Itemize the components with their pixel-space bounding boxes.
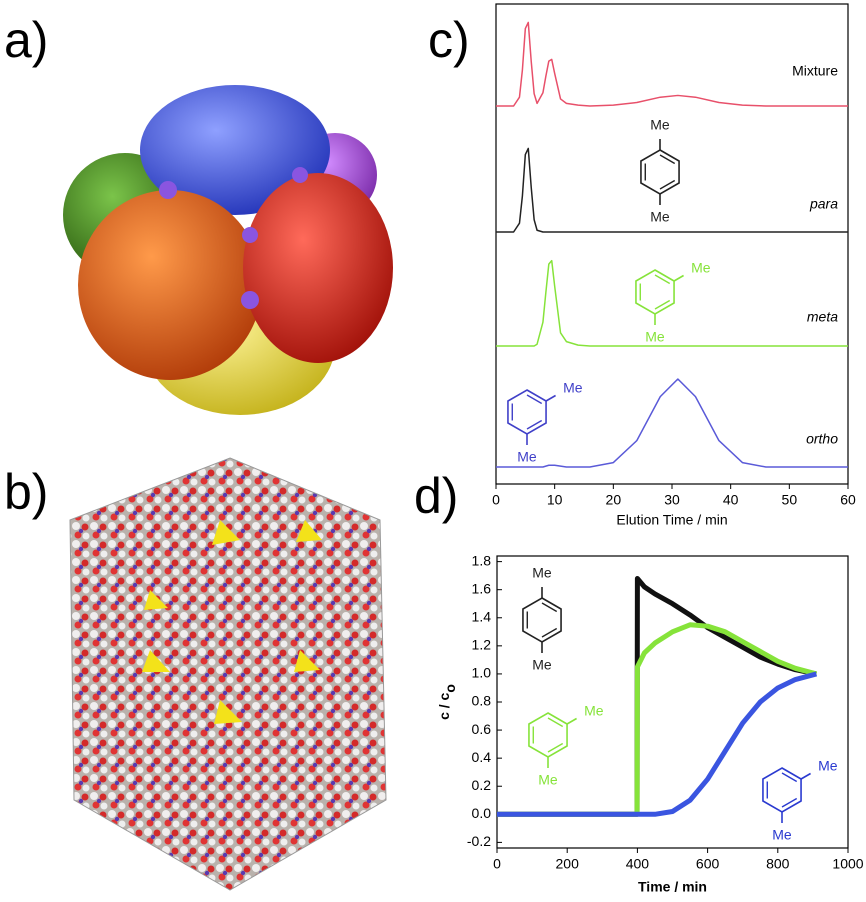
methyl-bond xyxy=(566,717,577,725)
x-tick-label: 10 xyxy=(547,492,563,508)
double-bond xyxy=(526,419,543,430)
y-tick-label: 1.4 xyxy=(472,608,492,624)
benzene-ring xyxy=(635,269,675,315)
y-axis-label-main: c / c xyxy=(436,692,452,719)
methyl-label: Me xyxy=(517,449,537,465)
panel-label: b) xyxy=(4,464,48,520)
methyl-label: Me xyxy=(818,758,838,774)
panel-label: a) xyxy=(4,12,48,68)
methyl-label: Me xyxy=(645,329,665,345)
series-label: meta xyxy=(807,309,838,325)
double-bond xyxy=(541,602,558,613)
methyl-label: Me xyxy=(538,772,558,788)
double-bond xyxy=(659,154,676,165)
benzene-ring xyxy=(507,389,547,435)
y-tick-label: 0.0 xyxy=(472,805,492,821)
double-bond xyxy=(541,627,558,638)
panel-label: d) xyxy=(414,468,458,524)
double-bond xyxy=(654,274,671,285)
benzene-ring xyxy=(762,767,802,813)
methyl-label: Me xyxy=(650,209,670,225)
series-label: Mixture xyxy=(792,63,838,79)
x-tick-label: 400 xyxy=(626,856,650,872)
methyl-label: Me xyxy=(563,380,583,396)
methyl-label: Me xyxy=(772,827,792,843)
cage-model xyxy=(63,85,393,415)
x-axis-label: Elution Time / min xyxy=(616,512,727,528)
x-tick-label: 600 xyxy=(696,856,720,872)
x-tick-label: 60 xyxy=(840,492,856,508)
x-tick-label: 0 xyxy=(493,856,501,872)
y-tick-label: 1.2 xyxy=(472,637,492,653)
y-tick-label: 0.2 xyxy=(472,777,492,793)
y-axis-label: c / co xyxy=(436,684,458,720)
double-bond xyxy=(547,742,564,753)
methyl-label: Me xyxy=(532,565,552,581)
series-line xyxy=(496,259,848,347)
double-bond xyxy=(781,772,798,783)
series-label: para xyxy=(809,196,838,212)
methyl-label: Me xyxy=(691,260,711,276)
y-axis-label-sub: o xyxy=(442,684,458,693)
series-line xyxy=(497,671,818,817)
series-label: ortho xyxy=(806,431,838,447)
double-bond xyxy=(659,179,676,190)
methyl-bond xyxy=(545,394,556,402)
benzene-ring xyxy=(640,149,680,195)
double-bond xyxy=(526,394,543,405)
x-tick-label: 20 xyxy=(606,492,622,508)
y-tick-label: 1.0 xyxy=(472,665,492,681)
framework-model xyxy=(69,457,387,891)
methyl-label: Me xyxy=(650,117,670,133)
benzene-ring xyxy=(528,712,568,758)
double-bond xyxy=(654,299,671,310)
y-tick-label: 0.6 xyxy=(472,721,492,737)
x-axis-label: Time / min xyxy=(638,879,707,895)
series-line xyxy=(496,147,848,233)
x-tick-label: 0 xyxy=(492,492,500,508)
double-bond xyxy=(547,717,564,728)
x-tick-label: 40 xyxy=(723,492,739,508)
y-tick-label: 0.8 xyxy=(472,693,492,709)
x-tick-label: 800 xyxy=(766,856,790,872)
x-tick-label: 200 xyxy=(556,856,580,872)
x-tick-label: 30 xyxy=(664,492,680,508)
benzene-ring xyxy=(522,597,562,643)
y-tick-label: 1.6 xyxy=(472,580,492,596)
methyl-label: Me xyxy=(584,703,604,719)
y-tick-label: 1.8 xyxy=(472,552,492,568)
series-line xyxy=(496,21,848,107)
methyl-label: Me xyxy=(532,657,552,673)
series-line xyxy=(496,378,848,468)
y-tick-label: 0.4 xyxy=(472,749,492,765)
methyl-bond xyxy=(673,274,684,282)
y-tick-label: -0.2 xyxy=(467,833,491,849)
methyl-bond xyxy=(800,772,811,780)
double-bond xyxy=(781,797,798,808)
x-tick-label: 50 xyxy=(782,492,798,508)
panel-label: c) xyxy=(428,12,470,68)
x-tick-label: 1000 xyxy=(832,856,863,872)
